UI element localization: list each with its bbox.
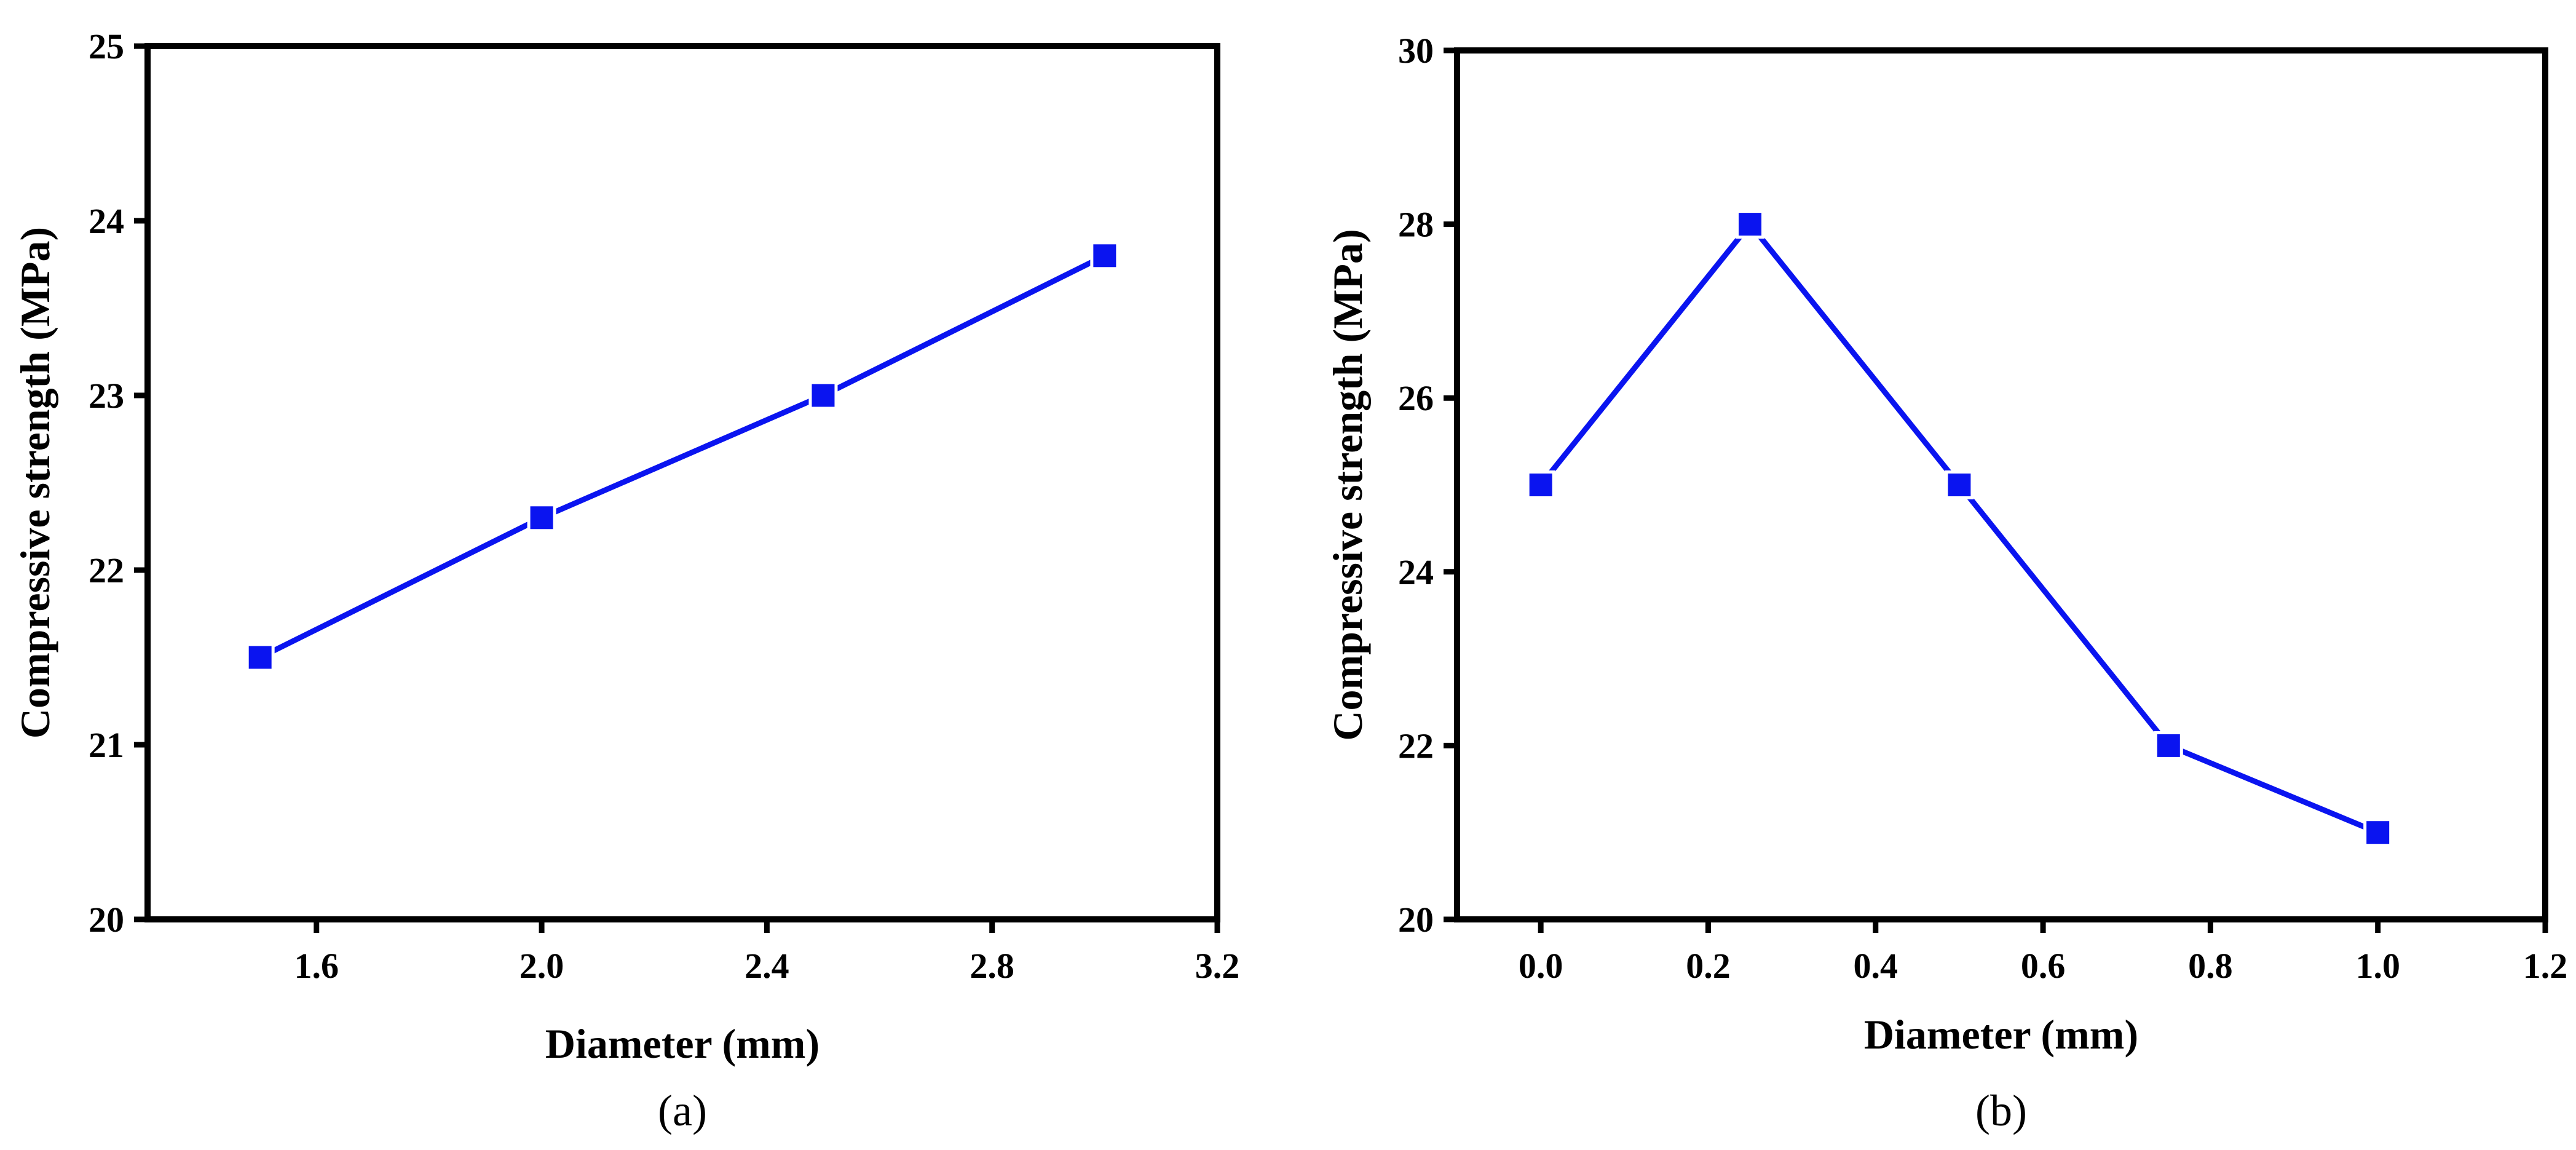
x-tick-label: 0.2 (1686, 946, 1731, 986)
x-tick-label: 3.2 (1195, 946, 1240, 986)
y-tick-label: 25 (89, 26, 124, 66)
data-point-marker (245, 643, 275, 672)
x-tick-label: 0.8 (2188, 946, 2233, 986)
panel-label: (a) (658, 1086, 707, 1135)
data-point-marker (808, 381, 838, 410)
x-tick-label: 0.4 (1854, 946, 1898, 986)
series-line (259, 253, 1106, 660)
data-point-marker (2154, 731, 2183, 760)
x-tick-label: 2.8 (970, 946, 1014, 986)
y-tick-label: 20 (89, 900, 124, 940)
y-tick-label: 22 (1398, 726, 1434, 766)
y-tick-label: 24 (1398, 552, 1434, 592)
data-point-marker (1526, 470, 1555, 499)
panel-a: 20 21 22 23 24 25 1.6 2.0 2.4 2.8 3.2 Diameter (mm)… (12, 26, 1239, 1135)
x-tick-label: 0.6 (2021, 946, 2066, 986)
series-line (1538, 221, 2379, 835)
y-tick-label: 30 (1398, 31, 1434, 71)
x-axis-label: Diameter (mm) (1864, 1011, 2138, 1058)
y-tick-label: 23 (89, 376, 124, 416)
x-tick-label: 0.0 (1519, 946, 1563, 986)
y-tick-label: 20 (1398, 900, 1434, 940)
y-axis-label: Compressive strength (MPa) (12, 227, 58, 739)
x-axis-label: Diameter (mm) (545, 1020, 820, 1067)
y-tick-label: 24 (89, 201, 124, 241)
y-tick-label: 28 (1398, 205, 1434, 245)
data-point-marker (527, 503, 556, 533)
y-axis-label: Compressive strength (MPa) (1324, 229, 1371, 740)
data-point-marker (1090, 241, 1120, 271)
data-point-marker (1736, 210, 1765, 239)
y-tick-label: 21 (89, 725, 124, 765)
y-tick-label: 26 (1398, 378, 1434, 418)
plot-frame (1454, 47, 2548, 922)
data-point-marker (2363, 818, 2393, 847)
y-tick-label: 22 (89, 550, 124, 590)
plot-frame (144, 43, 1220, 922)
panel-b: 20 22 24 26 28 30 0.0 0.2 0.4 0.6 0.8 1.0 1.2 Diamete… (1324, 31, 2567, 1135)
panel-label: (b) (1975, 1086, 2027, 1135)
x-tick-label: 1.2 (2523, 946, 2568, 986)
data-point-marker (1945, 470, 1974, 499)
x-tick-label: 2.4 (745, 946, 789, 986)
x-tick-label: 1.0 (2355, 946, 2400, 986)
x-tick-label: 2.0 (520, 946, 564, 986)
x-tick-label: 1.6 (294, 946, 339, 986)
